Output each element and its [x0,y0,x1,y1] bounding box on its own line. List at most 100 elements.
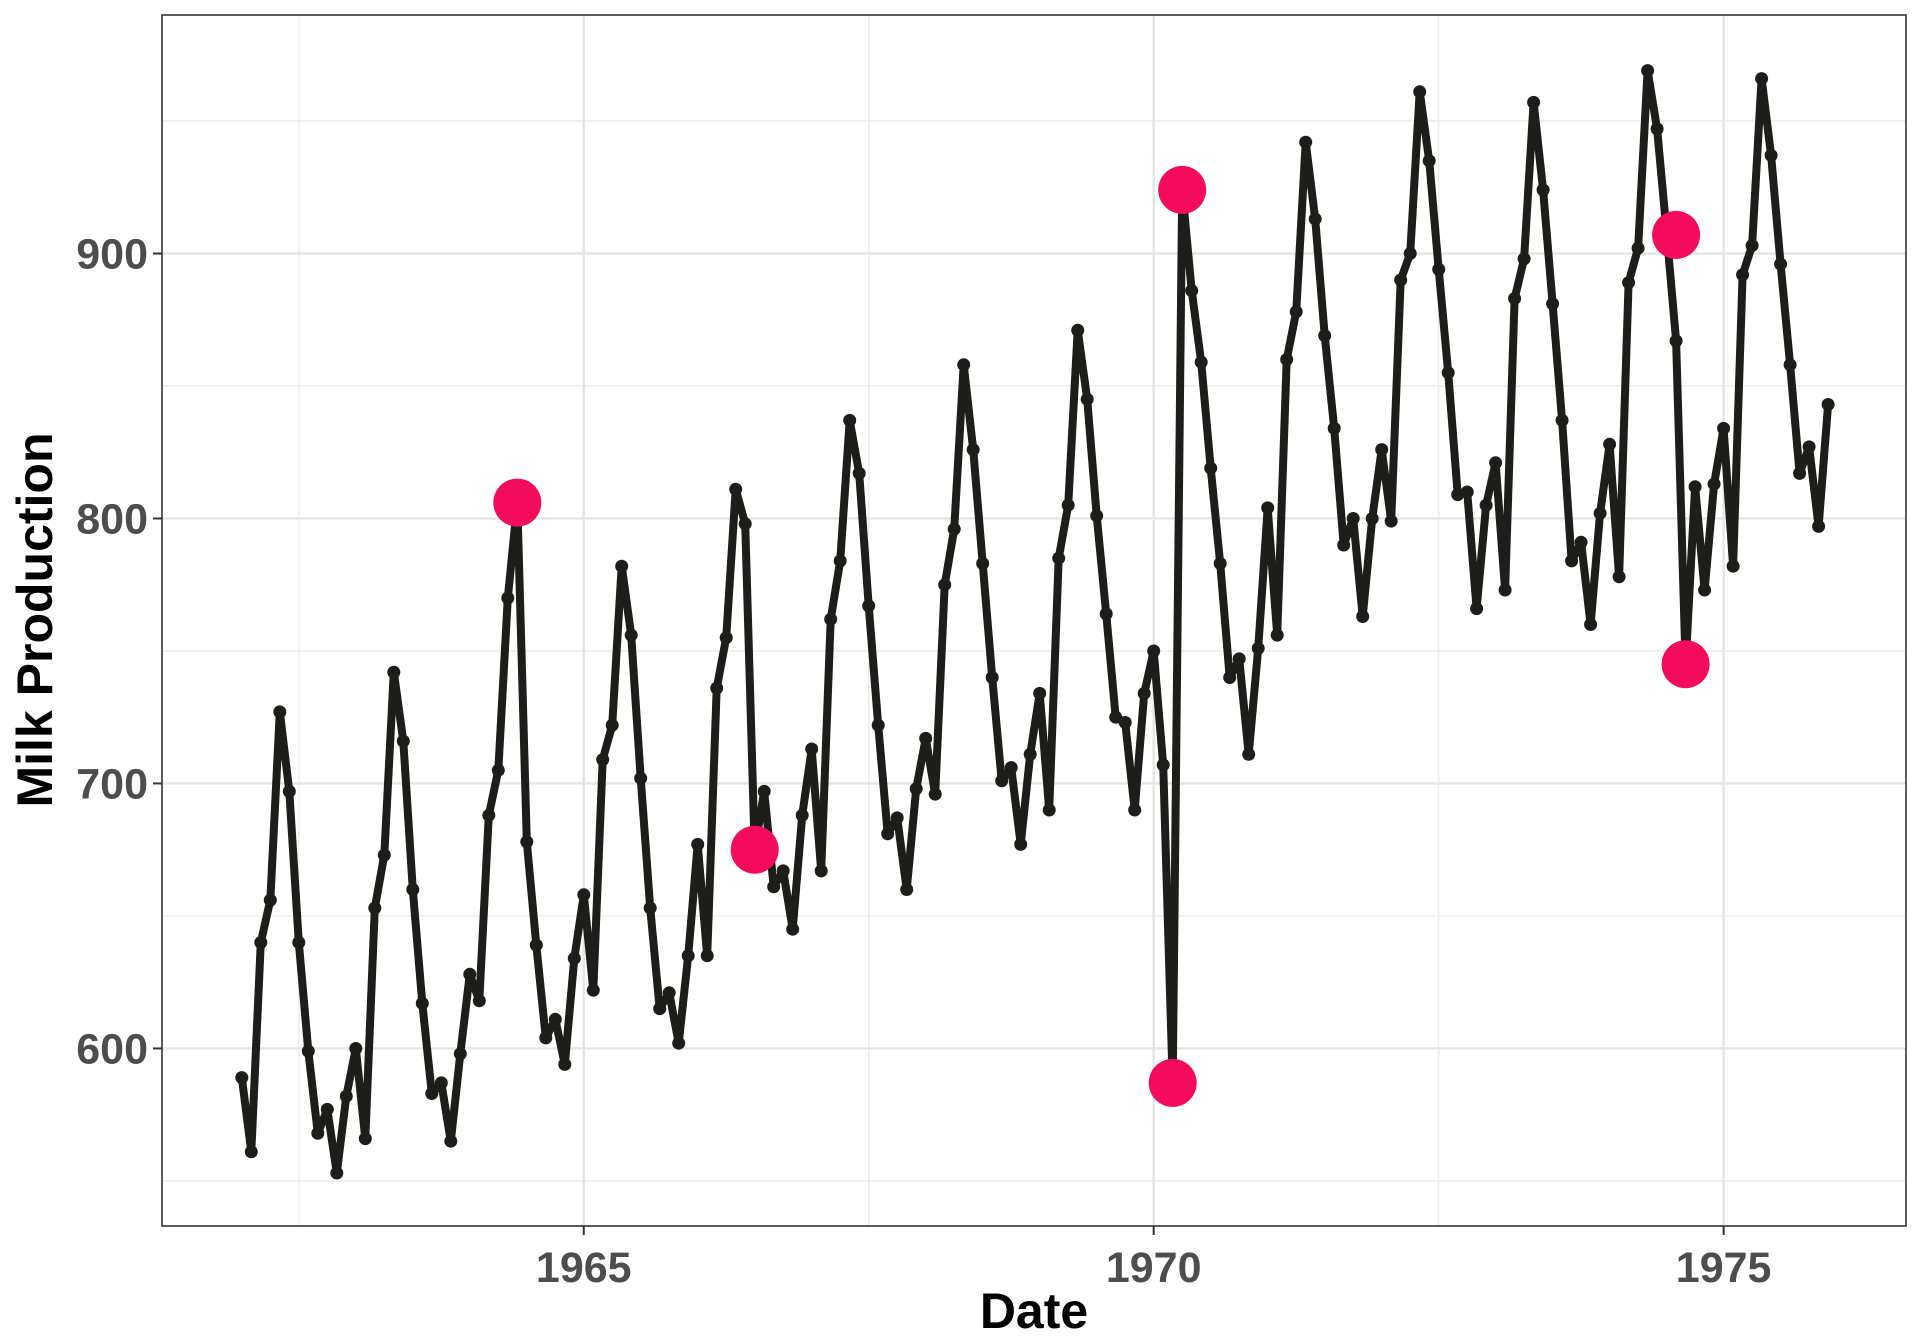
data-point [1508,292,1522,305]
data-point [1755,72,1769,86]
data-point [1023,747,1037,761]
data-point [643,901,657,915]
data-point [1641,64,1655,78]
data-point [1489,456,1503,470]
data-point [862,599,876,613]
data-point [843,413,857,427]
data-point [681,949,695,963]
data-point [548,1012,562,1026]
data-point [330,1166,344,1180]
data-point [1242,747,1256,761]
y-tick-label: 600 [76,1025,148,1073]
x-tick-label: 1970 [1106,1244,1202,1292]
data-point [263,893,277,907]
data-point [1698,583,1712,597]
data-point [710,681,724,695]
data-point [1536,183,1550,197]
data-point [909,782,923,796]
data-point [691,837,705,851]
data-point [396,734,410,748]
data-point [900,883,914,896]
data-point [833,554,847,568]
data-point [776,864,790,878]
data-point [349,1042,363,1055]
highlighted-point [1661,640,1710,689]
data-point [1346,512,1360,525]
data-point [1593,506,1607,520]
data-point [1470,602,1484,616]
data-point [634,771,648,785]
data-point [1270,628,1284,642]
data-point [1413,85,1427,99]
data-point [1071,323,1085,337]
data-point [1299,135,1313,149]
data-point [339,1089,353,1103]
data-point [539,1031,553,1045]
data-point [928,787,942,801]
data-point [1669,334,1683,348]
data-point [919,731,933,745]
data-point [1318,329,1332,343]
data-point [1802,440,1816,454]
data-point [1080,392,1094,406]
y-axis: 600 700 800 900 [76,230,162,1073]
data-point [377,848,391,862]
data-point [567,951,581,965]
plot-panel-border [161,14,1907,1227]
data-point [434,1076,448,1090]
data-point [1432,262,1446,276]
data-point [1527,95,1541,109]
data-point [463,967,477,981]
data-point [938,578,952,592]
data-point [738,517,752,531]
data-point [501,591,515,605]
data-point [1479,498,1493,512]
x-tick-label: 1975 [1676,1244,1772,1292]
data-point [1783,358,1797,372]
data-point [966,443,980,457]
data-point [1394,273,1408,287]
data-point [814,864,828,878]
data-point [1460,485,1474,499]
data-point [292,936,306,949]
data-point [1308,212,1322,226]
data-point [719,631,733,645]
highlighted-point [1652,210,1701,259]
data-point [1384,514,1398,528]
data-point [1821,398,1835,411]
data-point [358,1132,372,1146]
data-point [453,1047,467,1061]
data-point [757,784,771,798]
data-point [1004,761,1018,775]
data-point [700,949,714,963]
data-point [881,827,895,841]
data-point [1565,554,1579,568]
data-point [1109,710,1123,724]
data-point [282,784,296,798]
highlighted-point [1148,1058,1197,1107]
data-point [957,358,971,372]
data-point [976,557,990,570]
y-axis-title: Milk Production [7,433,63,808]
data-point [368,901,382,915]
data-point [1574,535,1588,549]
y-tick-label: 900 [76,230,148,278]
data-point [767,880,781,894]
y-tick-label: 800 [76,495,148,543]
data-point [1033,686,1047,700]
data-point [577,888,591,902]
data-point [1603,437,1617,451]
data-point [1774,257,1788,271]
data-point [235,1071,249,1085]
data-point [1052,551,1066,565]
data-point [871,718,885,732]
data-point [1546,297,1560,311]
data-point [1356,610,1370,623]
data-point [1128,803,1142,817]
data-point [472,994,486,1008]
data-point [1251,641,1265,655]
highlighted-points [493,165,1710,1107]
data-point [615,559,629,573]
highlighted-point [493,478,542,527]
data-point [1185,284,1199,298]
